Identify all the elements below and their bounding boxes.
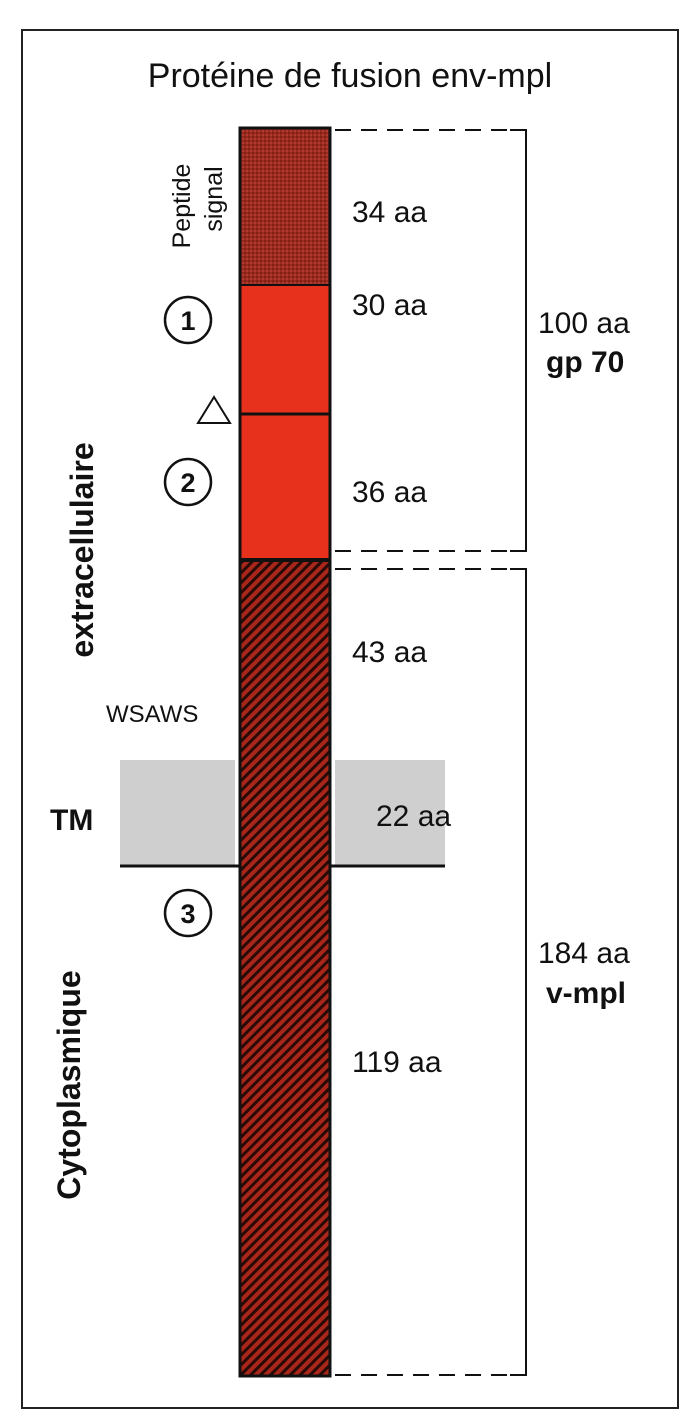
bar-segment-signal-peptide [240,128,330,285]
domain-2-number: 2 [180,468,195,498]
peptide-label-line2: signal [200,166,228,231]
cytoplasmic-label: Cytoplasmique [51,970,87,1199]
domain-1-number: 1 [180,306,195,336]
bar-segment-gp70-domain-1 [240,285,330,414]
gp70-count: 100 aa [538,307,630,340]
vmpl-bracket [335,568,527,1376]
bar-segment-mpl-extracellular [240,560,330,760]
bar-segment-mpl-transmembrane [240,760,330,866]
segment-label-signal: 34 aa [352,196,427,229]
domain-2-circle [163,457,213,507]
gp70-name: gp 70 [546,346,624,379]
segment-label-extracellular-mpl: 43 aa [352,636,427,669]
peptide-label-line1: Peptide [168,164,196,249]
segment-label-domain2: 36 aa [352,476,427,509]
segment-label-tm: 22 aa [376,800,451,833]
domain-3-marker: 3 [163,888,213,938]
vmpl-bracket-line [510,568,527,1376]
gp70-bracket [335,129,527,552]
vmpl-name: v-mpl [546,977,626,1010]
cleavage-triangle-icon [196,395,232,424]
protein-bar-outline [238,126,332,1378]
membrane-band-left [120,760,235,865]
gp70-bracket-line [510,129,527,552]
domain-1-marker: 1 [163,295,213,345]
bar-segment-mpl-cytoplasmic [240,866,330,1376]
segment-label-cytoplasmic: 119 aa [352,1046,442,1079]
figure-title: Protéine de fusion env-mpl [148,57,552,95]
membrane-band-right [335,760,445,865]
domain-2-marker: 2 [163,457,213,507]
extracellular-label: extracellulaire [64,442,100,657]
segment-label-domain1: 30 aa [352,289,427,322]
domain-3-circle [163,888,213,938]
bar-segment-gp70-domain-2 [240,414,330,560]
wsaws-motif-label: WSAWS [106,701,198,728]
protein-bar [240,128,330,1376]
domain-3-number: 3 [180,899,195,929]
domain-1-circle [163,295,213,345]
tm-label: TM [50,804,93,837]
vmpl-count: 184 aa [538,937,630,970]
figure-frame [21,29,679,1409]
